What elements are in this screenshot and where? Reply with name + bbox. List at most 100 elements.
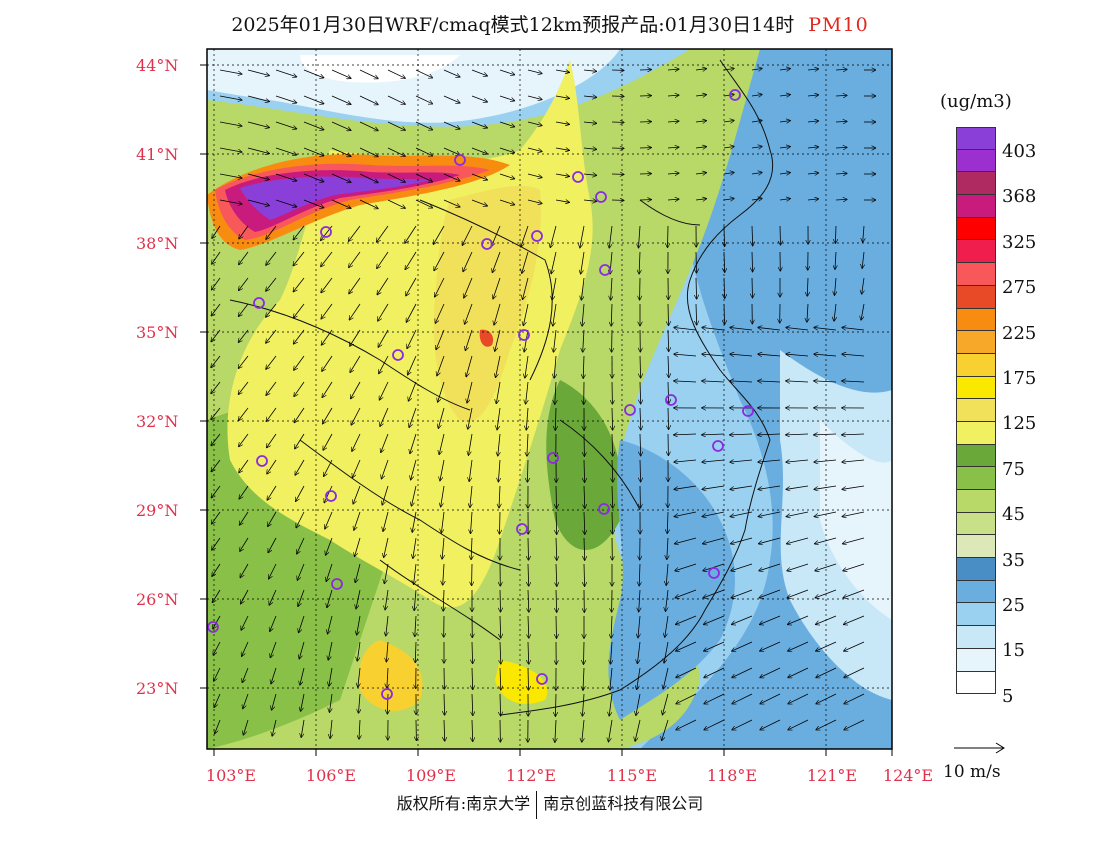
graticule bbox=[207, 49, 892, 749]
legend-level-label: 175 bbox=[1002, 368, 1037, 389]
wind-vector bbox=[556, 589, 557, 612]
wind-vector bbox=[387, 121, 405, 130]
wind-vector bbox=[815, 511, 837, 517]
wind-vector bbox=[495, 329, 501, 351]
wind-vector bbox=[441, 485, 445, 507]
wind-vector bbox=[696, 251, 697, 273]
wind-vector bbox=[357, 641, 361, 661]
colorbar-swatch bbox=[956, 353, 996, 377]
wind-vector bbox=[527, 95, 542, 100]
wind-vector bbox=[212, 563, 221, 576]
wind-vector bbox=[758, 485, 781, 489]
colorbar-swatch bbox=[956, 399, 996, 422]
wind-vector bbox=[247, 173, 269, 180]
wind-vector bbox=[584, 485, 585, 508]
wind-vector bbox=[695, 199, 706, 200]
wind-vector bbox=[386, 641, 388, 662]
wind-vector bbox=[219, 95, 242, 100]
wind-vector bbox=[414, 563, 416, 584]
wind-vector bbox=[675, 537, 697, 544]
wind-vector bbox=[758, 381, 781, 382]
wind-vector bbox=[556, 615, 557, 638]
wind-vector bbox=[415, 69, 432, 78]
colorbar-swatch bbox=[956, 467, 996, 490]
wind-vector bbox=[675, 589, 697, 598]
wind-vector bbox=[724, 277, 725, 298]
wind-vector bbox=[525, 355, 529, 378]
wind-vector bbox=[724, 251, 725, 272]
station-marker bbox=[624, 404, 636, 416]
wind-vector bbox=[242, 667, 249, 682]
wind-vector bbox=[723, 121, 734, 123]
wind-vector bbox=[528, 667, 529, 690]
wind-vector bbox=[555, 148, 569, 150]
wind-vector bbox=[556, 485, 557, 508]
wind-vector bbox=[583, 96, 596, 97]
wind-vector bbox=[695, 147, 706, 148]
wind-vector bbox=[675, 511, 697, 517]
wind-vector bbox=[443, 563, 444, 585]
map-frame bbox=[206, 48, 893, 750]
colorbar-swatch bbox=[956, 195, 996, 218]
wind-vector bbox=[466, 355, 473, 377]
wind-vector bbox=[378, 329, 389, 347]
wind-vector bbox=[526, 407, 528, 430]
wind-vector bbox=[815, 537, 837, 544]
wind-vector bbox=[814, 354, 837, 356]
wind-vector bbox=[786, 485, 809, 489]
wind-vector bbox=[668, 407, 669, 429]
wind-vector bbox=[266, 329, 277, 343]
station-markers bbox=[207, 89, 754, 700]
wind-vector bbox=[443, 69, 460, 77]
wind-vector bbox=[415, 121, 432, 130]
wind-vector bbox=[612, 407, 613, 430]
wind-vector bbox=[807, 121, 818, 122]
lon-label-115: 115°E bbox=[606, 766, 658, 785]
wind-vector bbox=[406, 303, 417, 322]
wind-vector bbox=[351, 381, 361, 399]
wind-vector bbox=[437, 355, 445, 376]
wind-vector bbox=[612, 459, 613, 482]
wind-vector bbox=[267, 485, 277, 500]
station-marker bbox=[598, 503, 610, 515]
wind-vector bbox=[635, 719, 641, 741]
wind-vector bbox=[331, 147, 351, 156]
wind-vector bbox=[239, 485, 249, 499]
wind-vector bbox=[303, 173, 324, 182]
wind-vector bbox=[211, 485, 221, 498]
wind-vector bbox=[499, 121, 514, 127]
colorbar-swatch bbox=[956, 240, 996, 264]
wind-vector bbox=[527, 69, 542, 74]
wind-vector bbox=[786, 434, 809, 435]
wind-vector bbox=[752, 251, 753, 272]
wind-vector bbox=[581, 277, 585, 300]
wind-vector bbox=[674, 485, 697, 489]
wind-vector bbox=[219, 173, 242, 178]
legend-level-label: 25 bbox=[1002, 595, 1025, 616]
wind-vector bbox=[409, 407, 417, 427]
wind-vector bbox=[239, 303, 249, 316]
wind-vector bbox=[294, 355, 305, 370]
wind-vector bbox=[331, 173, 351, 182]
wind-vector bbox=[528, 537, 529, 560]
wind-vector bbox=[779, 95, 790, 96]
wind-vector bbox=[695, 95, 706, 96]
wind-vector bbox=[463, 251, 473, 271]
wind-vector bbox=[639, 589, 640, 612]
wind-vector bbox=[759, 537, 781, 544]
legend-level-label: 225 bbox=[1002, 322, 1037, 344]
wind-vector bbox=[330, 719, 332, 738]
wind-vector bbox=[668, 381, 669, 403]
wind-vector bbox=[443, 121, 460, 129]
lat-label-38: 38°N bbox=[136, 234, 179, 253]
wind-vector bbox=[676, 641, 697, 651]
wind-vector bbox=[786, 460, 809, 462]
wind-vector bbox=[815, 563, 837, 571]
reference-vector-label: 10 m/s bbox=[943, 762, 1001, 782]
wind-vector bbox=[301, 719, 305, 737]
wind-vector bbox=[240, 563, 249, 577]
wind-vector bbox=[553, 303, 557, 326]
wind-vector bbox=[349, 251, 361, 267]
wind-vector bbox=[496, 355, 501, 377]
wind-vector bbox=[500, 641, 501, 664]
